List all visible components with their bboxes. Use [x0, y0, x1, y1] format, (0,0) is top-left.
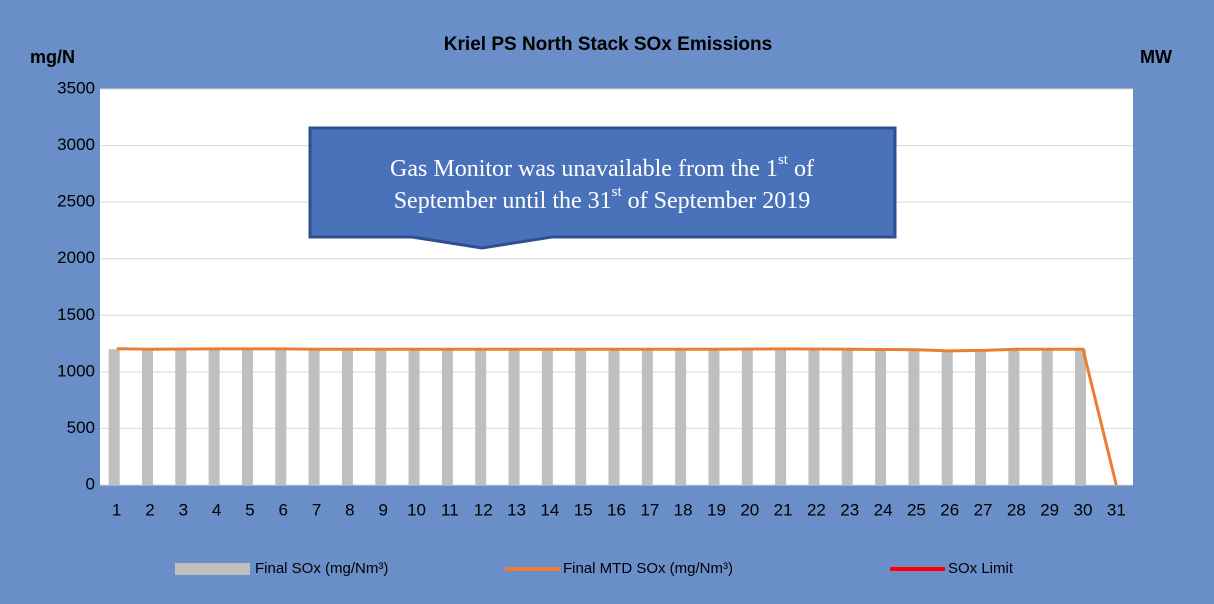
y-tick-label: 1000: [57, 361, 95, 380]
x-tick-label: 1: [112, 500, 121, 519]
y-tick-label: 2500: [57, 192, 95, 211]
bar: [641, 349, 653, 485]
legend-swatch: [175, 563, 250, 575]
bar: [675, 349, 687, 485]
legend-label: SOx Limit: [948, 560, 1014, 577]
bar: [708, 349, 720, 485]
bar: [108, 349, 120, 485]
y-tick-label: 1500: [57, 305, 95, 324]
x-tick-label: 2: [145, 500, 154, 519]
legend-label: Final SOx (mg/Nm³): [255, 560, 388, 577]
x-tick-label: 9: [379, 500, 388, 519]
x-tick-label: 17: [640, 500, 659, 519]
bar: [808, 349, 820, 485]
annotation-after: of September 2019: [622, 188, 811, 214]
bar: [275, 349, 287, 485]
bar: [975, 350, 987, 485]
x-tick-label: 19: [707, 500, 726, 519]
x-tick-label: 7: [312, 500, 321, 519]
y-axis-label: mg/N: [30, 47, 75, 67]
chart-title: Kriel PS North Stack SOx Emissions: [444, 34, 772, 55]
x-tick-label: 10: [407, 500, 426, 519]
annotation: September until the 31st of September 20…: [394, 184, 811, 213]
y-tick-label: 3500: [57, 78, 95, 97]
x-tick-label: 22: [807, 500, 826, 519]
bar: [141, 349, 153, 485]
x-tick-label: 25: [907, 500, 926, 519]
bar: [575, 349, 587, 485]
bar: [441, 349, 453, 485]
x-tick-label: 5: [245, 500, 254, 519]
bar: [841, 349, 853, 485]
bar: [341, 349, 353, 485]
x-tick-label: 12: [474, 500, 493, 519]
x-tick-label: 13: [507, 500, 526, 519]
bar: [941, 351, 953, 485]
bar: [308, 349, 320, 485]
bar: [408, 349, 420, 485]
bar: [1041, 349, 1053, 485]
x-tick-label: 8: [345, 500, 354, 519]
x-tick-label: 29: [1040, 500, 1059, 519]
annotation-text: September until the 31: [394, 188, 612, 214]
bar: [175, 349, 187, 485]
x-tick-label: 31: [1107, 500, 1126, 519]
bar: [375, 349, 387, 485]
y2-axis-label: MW: [1140, 47, 1172, 67]
x-tick-label: 27: [974, 500, 993, 519]
bar: [908, 349, 920, 485]
bar: [875, 349, 887, 485]
bar: [741, 349, 753, 485]
x-tick-label: 23: [840, 500, 859, 519]
x-tick-label: 15: [574, 500, 593, 519]
x-tick-label: 11: [441, 500, 459, 519]
legend-label: Final MTD SOx (mg/Nm³): [563, 560, 733, 577]
x-tick-label: 21: [774, 500, 793, 519]
x-tick-label: 3: [179, 500, 188, 519]
annotation: Gas Monitor was unavailable from the 1st…: [390, 152, 814, 181]
x-tick-label: 20: [740, 500, 759, 519]
x-tick-label: 14: [540, 500, 559, 519]
bar: [508, 349, 520, 485]
x-tick-label: 16: [607, 500, 626, 519]
line: [116, 347, 1118, 486]
x-tick-label: 4: [212, 500, 221, 519]
bar: [1075, 349, 1087, 485]
y-tick-label: 500: [67, 418, 95, 437]
y-tick-label: 0: [86, 474, 95, 493]
bar: [241, 349, 253, 485]
x-tick-label: 26: [940, 500, 959, 519]
bar: [608, 349, 620, 485]
bar: [208, 349, 220, 485]
x-tick-label: 28: [1007, 500, 1026, 519]
y-tick-label: 2000: [57, 248, 95, 267]
annotation-sup: st: [612, 184, 623, 200]
x-tick-label: 30: [1074, 500, 1093, 519]
annotation-sup: st: [778, 152, 789, 168]
bar: [475, 349, 487, 485]
x-tick-label: 24: [874, 500, 893, 519]
bar: [1008, 349, 1020, 485]
x-tick-label: 6: [279, 500, 288, 519]
annotation-text: Gas Monitor was unavailable from the 1: [390, 156, 778, 182]
callout: [308, 126, 897, 250]
bar: [541, 349, 553, 485]
annotation-after: of: [788, 156, 814, 182]
bar: [775, 349, 787, 485]
y-tick-label: 3000: [57, 135, 95, 154]
x-tick-label: 18: [674, 500, 693, 519]
